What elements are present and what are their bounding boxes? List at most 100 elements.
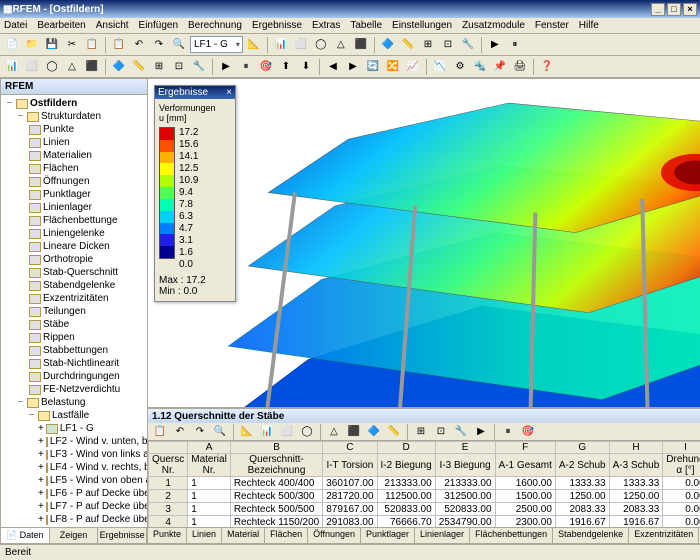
grid-cell[interactable]: 2083.33	[609, 503, 663, 516]
toolbar-button[interactable]: 🔧	[459, 36, 477, 54]
grid-cell[interactable]: QuerscNr.	[149, 454, 188, 477]
toolbar-button[interactable]: ▶	[344, 58, 362, 76]
table-tool-button[interactable]: ⬛	[345, 423, 363, 441]
grid-cell[interactable]: A	[188, 442, 231, 454]
tree-item[interactable]: Stabbettungen	[27, 344, 145, 357]
toolbar-button[interactable]: 📈	[404, 58, 422, 76]
grid-cell[interactable]: 1	[188, 516, 231, 528]
tree-item[interactable]: Teilungen	[27, 305, 145, 318]
tree-item[interactable]: Durchdringungen	[27, 370, 145, 383]
toolbar-button[interactable]: ↷	[150, 36, 168, 54]
menu-ansicht[interactable]: Ansicht	[96, 20, 129, 31]
grid-cell[interactable]: H	[609, 442, 663, 454]
grid-cell[interactable]: 0.00	[663, 516, 700, 528]
grid-cell[interactable]: 76666.70	[377, 516, 435, 528]
table-tool-button[interactable]: ⊞	[412, 423, 430, 441]
toolbar-button[interactable]: ⬛	[352, 36, 370, 54]
tree-item[interactable]: −Lastfälle	[27, 409, 145, 422]
toolbar-button[interactable]: 🔍	[170, 36, 188, 54]
toolbar-button[interactable]: 🔧	[190, 58, 208, 76]
tree-item[interactable]: −Belastung	[16, 396, 145, 409]
maximize-button[interactable]: □	[667, 3, 681, 16]
grid-cell[interactable]: 1333.33	[555, 477, 609, 490]
tree-item[interactable]: −Ostfildern	[5, 97, 145, 110]
toolbar-button[interactable]: 💾	[43, 36, 61, 54]
minimize-button[interactable]: _	[651, 3, 665, 16]
tree-item[interactable]: FE-Netzverdichtu	[27, 383, 145, 396]
grid-cell[interactable]: 520833.00	[435, 503, 495, 516]
tree-item[interactable]: Stäbe	[27, 318, 145, 331]
toolbar-button[interactable]: △	[332, 36, 350, 54]
grid-cell[interactable]: 3	[149, 503, 188, 516]
grid-cell[interactable]: Rechteck 1150/200	[230, 516, 322, 528]
table-grid-wrap[interactable]: ABCDEFGHIQuerscNr.MaterialNr.Querschnitt…	[148, 441, 700, 527]
toolbar-button[interactable]: 🔷	[379, 36, 397, 54]
table-tool-button[interactable]: 🎯	[519, 423, 537, 441]
toolbar-button[interactable]: 📌	[491, 58, 509, 76]
toolbar-button[interactable]: ◀	[324, 58, 342, 76]
grid-cell[interactable]: 2300.00	[495, 516, 555, 528]
toolbar-button[interactable]: 📄	[3, 36, 21, 54]
table-tool-button[interactable]: ↶	[171, 423, 189, 441]
table-tab[interactable]: Stabendgelenke	[553, 528, 629, 543]
table-tab[interactable]: Linien	[187, 528, 222, 543]
grid-cell[interactable]: Rechteck 500/500	[230, 503, 322, 516]
grid-cell[interactable]: 0.00	[663, 503, 700, 516]
toolbar-button[interactable]: ◯	[312, 36, 330, 54]
tree-item[interactable]: Flächen	[27, 162, 145, 175]
grid-cell[interactable]: 312500.00	[435, 490, 495, 503]
table-tool-button[interactable]: 📐	[238, 423, 256, 441]
toolbar-button[interactable]: 📁	[23, 36, 41, 54]
tree-item[interactable]: Lineare Dicken	[27, 240, 145, 253]
tree-item[interactable]: Liniengelenke	[27, 227, 145, 240]
grid-cell[interactable]: MaterialNr.	[188, 454, 231, 477]
table-tool-button[interactable]: 🔷	[365, 423, 383, 441]
tree-item[interactable]: Materialien	[27, 149, 145, 162]
table-tab[interactable]: Punktlager	[361, 528, 415, 543]
grid-cell[interactable]: 1	[188, 503, 231, 516]
tree-item[interactable]: Stab-Nichtlinearit	[27, 357, 145, 370]
grid-cell[interactable]: 0.00	[663, 477, 700, 490]
tree-item[interactable]: Stabendgelenke	[27, 279, 145, 292]
grid-cell[interactable]: E	[435, 442, 495, 454]
grid-cell[interactable]: Rechteck 500/300	[230, 490, 322, 503]
toolbar-button[interactable]: 🖨	[511, 58, 529, 76]
grid-cell[interactable]: 2534790.00	[435, 516, 495, 528]
tree-item[interactable]: +LF7 - P auf Decke über 2.O	[38, 500, 145, 513]
tree-item[interactable]: Punktlager	[27, 188, 145, 201]
table-tab[interactable]: Linienlager	[415, 528, 470, 543]
toolbar-button[interactable]: ⬜	[23, 58, 41, 76]
grid-cell[interactable]: 2	[149, 490, 188, 503]
grid-cell[interactable]: I-T Torsion	[323, 454, 377, 477]
tree-item[interactable]: +LF5 - Wind von oben auf b=	[38, 474, 145, 487]
tree-item[interactable]: Linienlager	[27, 201, 145, 214]
grid-cell[interactable]: 520833.00	[377, 503, 435, 516]
grid-cell[interactable]: Querschnitt-Bezeichnung	[230, 454, 322, 477]
toolbar-button[interactable]: 🔀	[384, 58, 402, 76]
table-tab[interactable]: Öffnungen	[308, 528, 361, 543]
toolbar-button[interactable]: 🔩	[471, 58, 489, 76]
toolbar-button[interactable]: 🔄	[364, 58, 382, 76]
tree-item[interactable]: +LF6 - P auf Decke über 3.O	[38, 487, 145, 500]
menu-fenster[interactable]: Fenster	[535, 20, 569, 31]
toolbar-button[interactable]: ✂	[63, 36, 81, 54]
grid-cell[interactable]: B	[230, 442, 322, 454]
toolbar-button[interactable]: ⊞	[419, 36, 437, 54]
grid-cell[interactable]: 291083.00	[323, 516, 377, 528]
grid-cell[interactable]: A-1 Gesamt	[495, 454, 555, 477]
toolbar-button[interactable]: ⬜	[292, 36, 310, 54]
grid-cell[interactable]: 1333.33	[609, 477, 663, 490]
table-tool-button[interactable]: △	[325, 423, 343, 441]
grid-cell[interactable]: D	[377, 442, 435, 454]
table-tab[interactable]: Exzentrizitäten	[629, 528, 699, 543]
tree-item[interactable]: +LF4 - Wind v. rechts, b=37,	[38, 461, 145, 474]
grid-cell[interactable]: I-3 Biegung	[435, 454, 495, 477]
grid-cell[interactable]: 1916.67	[555, 516, 609, 528]
grid-cell[interactable]: 213333.00	[435, 477, 495, 490]
table-tab[interactable]: Punkte	[148, 528, 187, 543]
menu-datei[interactable]: Datei	[4, 20, 27, 31]
menu-einstellungen[interactable]: Einstellungen	[392, 20, 452, 31]
grid-cell[interactable]: Rechteck 400/400	[230, 477, 322, 490]
menu-berechnung[interactable]: Berechnung	[188, 20, 242, 31]
grid-cell[interactable]: I-2 Biegung	[377, 454, 435, 477]
